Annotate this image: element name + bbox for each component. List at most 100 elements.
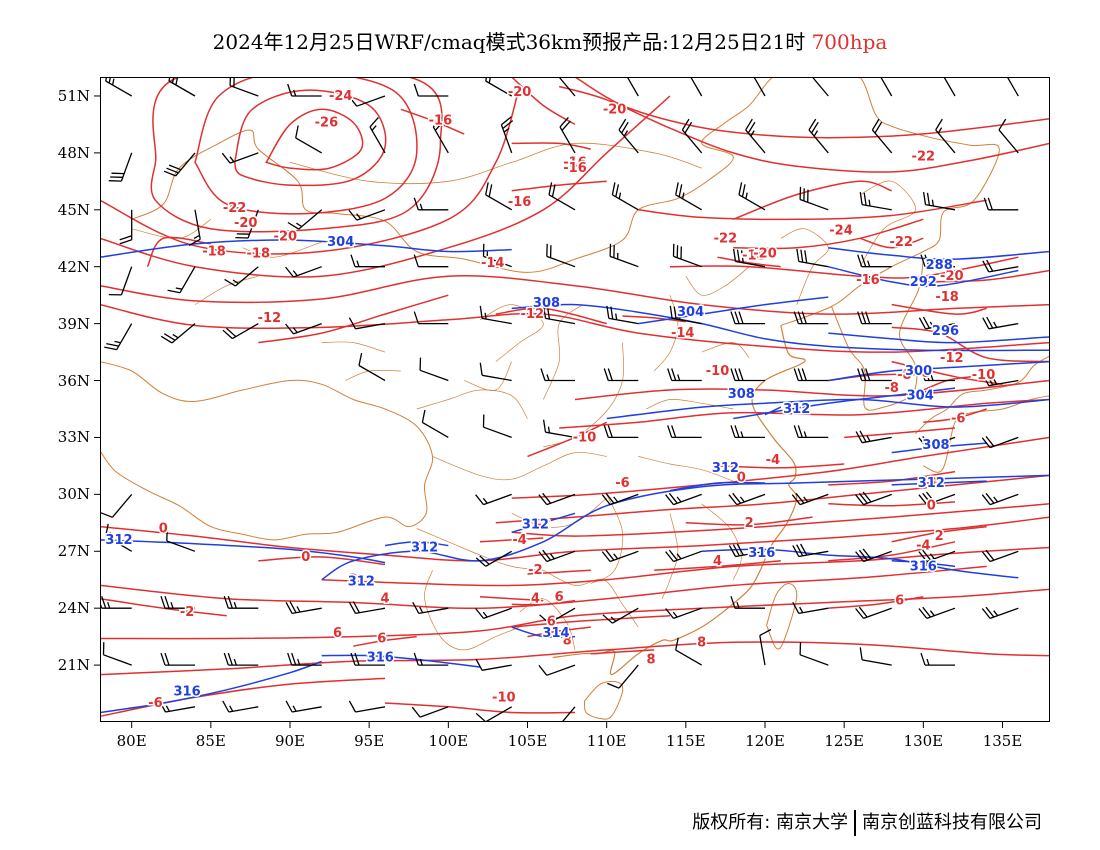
wind-barb-108 bbox=[475, 550, 513, 567]
lat-label-21: 21N bbox=[57, 656, 90, 675]
province-border-13 bbox=[479, 304, 544, 362]
temperature-label-35: -12 bbox=[940, 351, 964, 366]
wind-barb-125 bbox=[602, 607, 639, 624]
wind-barb-146 bbox=[158, 700, 196, 713]
lon-label-115: 115E bbox=[666, 732, 706, 750]
temperature-label-46: 0 bbox=[927, 499, 936, 514]
wind-barb-9 bbox=[689, 77, 703, 97]
wind-barb-150 bbox=[411, 706, 449, 718]
wind-barbs bbox=[100, 77, 1019, 722]
temperature-label-59: 8 bbox=[646, 652, 655, 667]
geopotential-contour-0 bbox=[100, 239, 512, 258]
province-border-1 bbox=[432, 451, 607, 481]
geopotential-contour-12 bbox=[511, 512, 576, 534]
temperature-label-47: -2 bbox=[924, 476, 938, 491]
temperature-label-50: -4 bbox=[916, 539, 930, 554]
temperature-contour-49 bbox=[654, 560, 781, 571]
temperature-contour-20 bbox=[100, 597, 227, 617]
wind-barb-38 bbox=[611, 182, 639, 211]
wind-barb-66 bbox=[479, 305, 512, 325]
geopotential-contour-1 bbox=[511, 303, 1050, 352]
title-level: 700hpa bbox=[811, 30, 888, 54]
wind-barb-84 bbox=[920, 368, 955, 382]
temperature-contour-8 bbox=[100, 275, 1050, 315]
wind-barb-27 bbox=[871, 118, 893, 154]
wind-barb-123 bbox=[475, 607, 512, 620]
geopotential-label-21: 312 bbox=[783, 402, 810, 417]
wind-barb-145 bbox=[920, 652, 955, 666]
wind-barb-149 bbox=[348, 700, 386, 713]
map-frame bbox=[100, 77, 1050, 722]
lon-label-130: 130E bbox=[903, 732, 944, 750]
borders-layer bbox=[100, 77, 1050, 720]
wind-barb-141 bbox=[675, 637, 703, 666]
contour-labels: -26-24-22-20-18 -18-16-16-14-12-10-8-10-6… bbox=[104, 84, 997, 713]
lat-label-42: 42N bbox=[57, 257, 90, 276]
wind-barb-118 bbox=[160, 595, 195, 609]
wind-barb-37 bbox=[548, 182, 576, 211]
lat-label-24: 24N bbox=[57, 599, 90, 618]
temperature-contour-42 bbox=[923, 269, 1050, 283]
title-main: 2024年12月25日WRF/cmaq模式36km预报产品:12月25日21时 bbox=[212, 30, 806, 54]
geopotential-contour-15 bbox=[891, 442, 987, 454]
temperature-label-43: -20 bbox=[753, 246, 777, 261]
footer-separator bbox=[854, 810, 856, 836]
wind-barb-93 bbox=[855, 430, 892, 444]
temperature-label-14: -4 bbox=[766, 453, 780, 468]
temperature-contour-6 bbox=[100, 95, 671, 278]
geopotential-contour-20 bbox=[100, 660, 322, 714]
wind-barb-109 bbox=[538, 549, 576, 563]
lat-label-48: 48N bbox=[57, 143, 90, 162]
temperature-contour-25 bbox=[384, 702, 576, 714]
wind-barb-32 bbox=[235, 209, 259, 239]
temperature-contours bbox=[100, 77, 1050, 718]
lon-label-90: 90E bbox=[274, 732, 306, 750]
wind-barb-105 bbox=[981, 492, 1019, 506]
wind-barb-68 bbox=[606, 305, 639, 325]
wind-barb-14 bbox=[1006, 77, 1019, 97]
temperature-contour-4 bbox=[100, 86, 521, 255]
wind-barb-55 bbox=[732, 248, 766, 268]
geopotential-label-9: 312 bbox=[105, 533, 132, 548]
wind-barb-44 bbox=[983, 197, 1019, 211]
temperature-label-37: -4 bbox=[924, 438, 938, 453]
temperature-label-13: -6 bbox=[615, 476, 629, 491]
temperature-label-8: -14 bbox=[481, 256, 505, 271]
wind-barb-100 bbox=[665, 492, 702, 506]
temperature-label-28: -22 bbox=[912, 150, 936, 165]
geopotential-contour-10 bbox=[321, 474, 1050, 581]
lat-label-36: 36N bbox=[57, 371, 90, 390]
border-tibet-outline bbox=[100, 361, 434, 541]
wind-barb-96 bbox=[100, 493, 133, 518]
geopotential-contour-8 bbox=[828, 246, 1050, 260]
temperature-label-24: -6 bbox=[148, 696, 162, 711]
wind-barb-139 bbox=[538, 664, 576, 676]
temperature-contour-54 bbox=[511, 599, 576, 606]
wind-barb-81 bbox=[730, 368, 765, 382]
wind-barb-43 bbox=[922, 192, 956, 211]
wind-barb-57 bbox=[857, 254, 892, 268]
temperature-label-18: 2 bbox=[349, 573, 358, 588]
temperature-contour-37 bbox=[844, 427, 956, 439]
temperature-contour-9 bbox=[100, 303, 1050, 353]
wind-barb-10 bbox=[753, 77, 766, 97]
wind-barb-46 bbox=[167, 266, 196, 294]
temperature-label-57: -2 bbox=[528, 563, 542, 578]
lat-label-39: 39N bbox=[57, 314, 90, 333]
wind-barb-127 bbox=[730, 595, 765, 609]
temperature-contour-51 bbox=[891, 525, 987, 543]
wind-barb-8 bbox=[626, 77, 639, 97]
wind-barb-126 bbox=[665, 607, 702, 620]
wind-barb-114 bbox=[855, 548, 892, 563]
geopotential-label-17: 316 bbox=[910, 559, 937, 574]
wind-barb-124 bbox=[539, 607, 576, 624]
temperature-label-38: -8 bbox=[897, 368, 911, 383]
japan-coast bbox=[923, 395, 1050, 473]
temperature-contour-27 bbox=[511, 77, 576, 126]
wind-barb-30 bbox=[119, 209, 133, 245]
temperature-contour-44 bbox=[859, 237, 924, 249]
temperature-contour-58 bbox=[353, 635, 417, 647]
geopotential-contours bbox=[100, 239, 1050, 714]
geopotential-label-13: 312 bbox=[712, 461, 739, 476]
wind-barb-2 bbox=[229, 77, 259, 97]
